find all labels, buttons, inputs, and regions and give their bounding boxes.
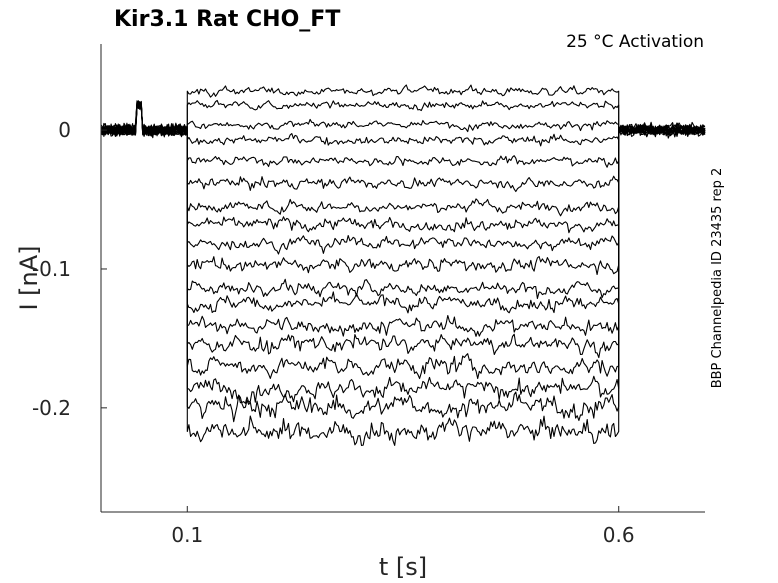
y-tick-label: 0 [58,118,71,142]
y-tick-label: -0.1 [32,257,71,281]
x-axis-label: t [s] [379,553,427,581]
chart-title: Kir3.1 Rat CHO_FT [114,7,340,32]
x-tick-label: 0.6 [603,523,635,547]
x-tick-label: 0.1 [171,523,203,547]
condition-annotation: 25 °C Activation [566,32,704,52]
plot-area: 0.1 0.6 0 -0.1 -0.2 [32,44,706,547]
y-tick-label: -0.2 [32,396,71,420]
current-trace-2 [100,99,706,136]
current-traces [100,84,706,447]
y-axis-label: I [nA] [15,245,43,310]
x-axis-ticks: 0.1 0.6 [171,506,635,547]
channelpedia-id-note: BBP Channelpedia ID 23435 rep 2 [710,168,725,389]
y-axis-ticks: 0 -0.1 -0.2 [32,118,107,420]
current-trace-18 [100,101,706,447]
current-trace-3 [100,101,706,135]
